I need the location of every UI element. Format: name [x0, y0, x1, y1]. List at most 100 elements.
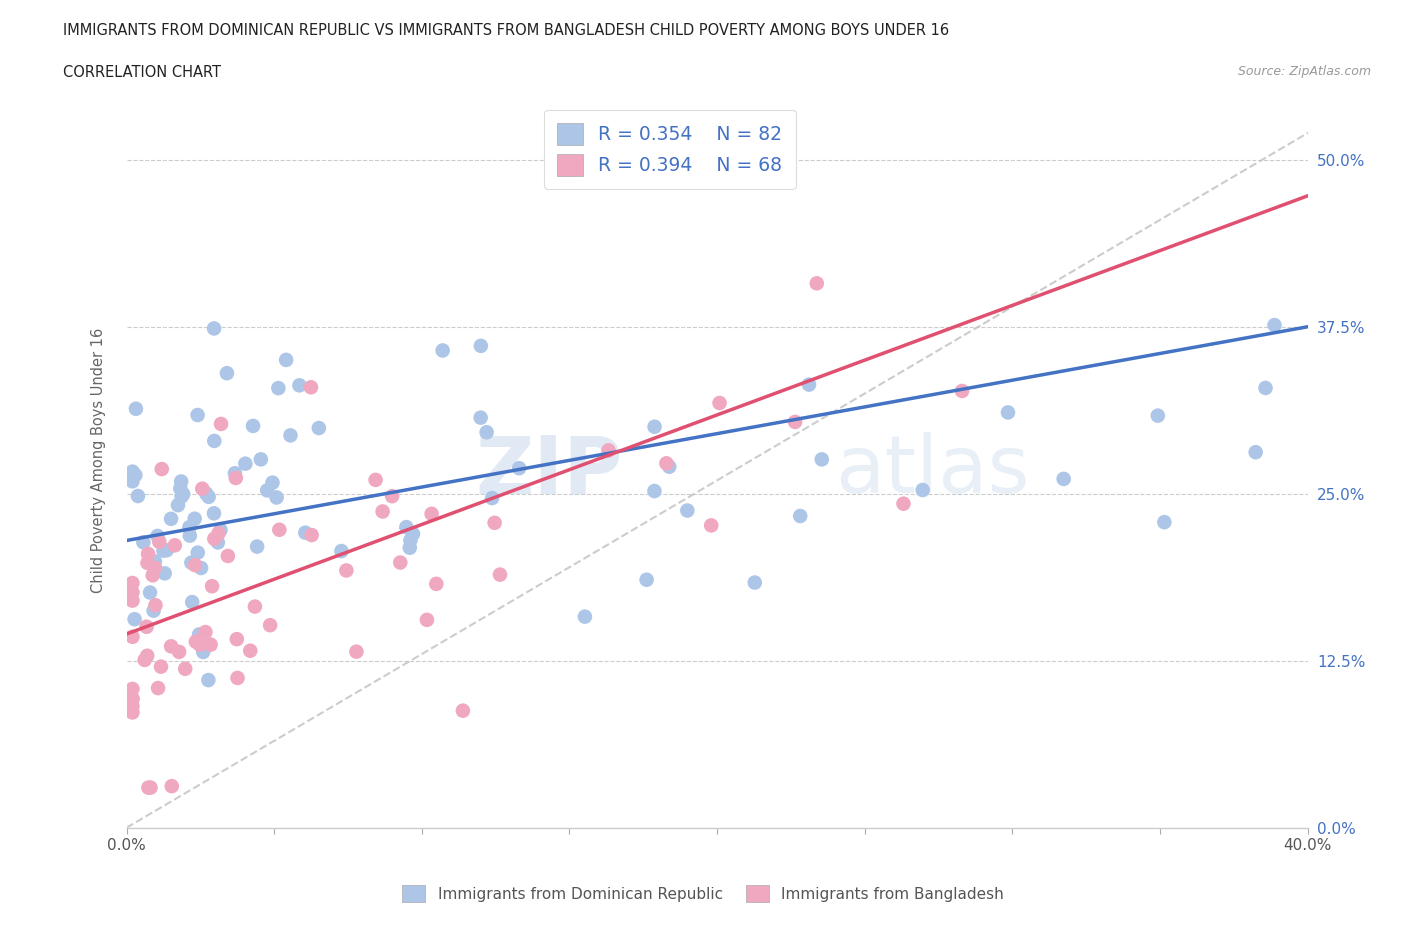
Point	[179, 520, 201, 535]
Point	[124, 468, 146, 483]
Point	[148, 535, 170, 550]
Point	[308, 420, 330, 435]
Text: CORRELATION CHART: CORRELATION CHART	[63, 65, 221, 80]
Point	[183, 512, 205, 526]
Point	[143, 554, 166, 569]
Point	[191, 481, 214, 496]
Point	[256, 483, 278, 498]
Point	[371, 504, 394, 519]
Point	[146, 681, 169, 696]
Point	[217, 549, 239, 564]
Point	[134, 653, 156, 668]
Point	[202, 531, 225, 546]
Point	[160, 512, 183, 526]
Point	[121, 630, 143, 644]
Point	[246, 539, 269, 554]
Text: atlas: atlas	[835, 432, 1029, 511]
Point	[184, 558, 207, 573]
Point	[202, 321, 225, 336]
Point	[121, 474, 143, 489]
Point	[1244, 445, 1267, 459]
Point	[1146, 408, 1168, 423]
Point	[167, 644, 190, 659]
Point	[1153, 514, 1175, 529]
Point	[160, 778, 183, 793]
Point	[136, 555, 159, 570]
Point	[170, 474, 193, 489]
Point	[658, 459, 681, 474]
Point	[636, 572, 658, 587]
Point	[280, 428, 302, 443]
Point	[209, 417, 232, 432]
Point	[142, 604, 165, 618]
Point	[184, 634, 207, 649]
Point	[146, 528, 169, 543]
Point	[121, 692, 143, 707]
Point	[267, 380, 290, 395]
Point	[170, 489, 193, 504]
Point	[475, 425, 498, 440]
Point	[226, 671, 249, 685]
Point	[135, 619, 157, 634]
Point	[470, 410, 492, 425]
Point	[172, 486, 194, 501]
Point	[744, 575, 766, 590]
Point	[700, 518, 723, 533]
Point	[202, 506, 225, 521]
Point	[810, 452, 832, 467]
Point	[242, 418, 264, 433]
Point	[187, 545, 209, 560]
Point	[451, 703, 474, 718]
Point	[180, 555, 202, 570]
Point	[153, 566, 176, 581]
Point	[598, 443, 620, 458]
Point	[143, 561, 166, 576]
Point	[136, 648, 159, 663]
Legend: R = 0.354    N = 82, R = 0.394    N = 68: R = 0.354 N = 82, R = 0.394 N = 68	[544, 110, 796, 189]
Point	[484, 515, 506, 530]
Point	[1053, 472, 1076, 486]
Point	[416, 613, 439, 628]
Point	[344, 644, 367, 659]
Point	[489, 567, 512, 582]
Point	[470, 339, 492, 353]
Point	[190, 561, 212, 576]
Point	[194, 625, 217, 640]
Y-axis label: Child Poverty Among Boys Under 16: Child Poverty Among Boys Under 16	[91, 327, 105, 593]
Point	[121, 585, 143, 600]
Point	[156, 543, 179, 558]
Point	[132, 535, 155, 550]
Point	[299, 379, 322, 394]
Point	[239, 644, 262, 658]
Point	[207, 526, 229, 541]
Point	[950, 383, 973, 398]
Point	[398, 540, 420, 555]
Point	[215, 365, 238, 380]
Point	[169, 481, 191, 496]
Point	[197, 489, 219, 504]
Point	[402, 526, 425, 541]
Point	[294, 525, 316, 540]
Point	[420, 506, 443, 521]
Point	[163, 538, 186, 552]
Point	[262, 475, 284, 490]
Point	[644, 419, 666, 434]
Point	[655, 456, 678, 471]
Point	[381, 488, 404, 503]
Point	[399, 533, 422, 548]
Point	[574, 609, 596, 624]
Legend: Immigrants from Dominican Republic, Immigrants from Bangladesh: Immigrants from Dominican Republic, Immi…	[396, 879, 1010, 909]
Point	[139, 585, 162, 600]
Point	[1254, 380, 1277, 395]
Point	[152, 543, 174, 558]
Point	[789, 509, 811, 524]
Point	[142, 568, 165, 583]
Point	[167, 498, 190, 512]
Point	[276, 352, 298, 367]
Point	[364, 472, 387, 487]
Point	[145, 598, 167, 613]
Point	[201, 578, 224, 593]
Point	[643, 484, 665, 498]
Point	[121, 576, 143, 591]
Point	[200, 637, 222, 652]
